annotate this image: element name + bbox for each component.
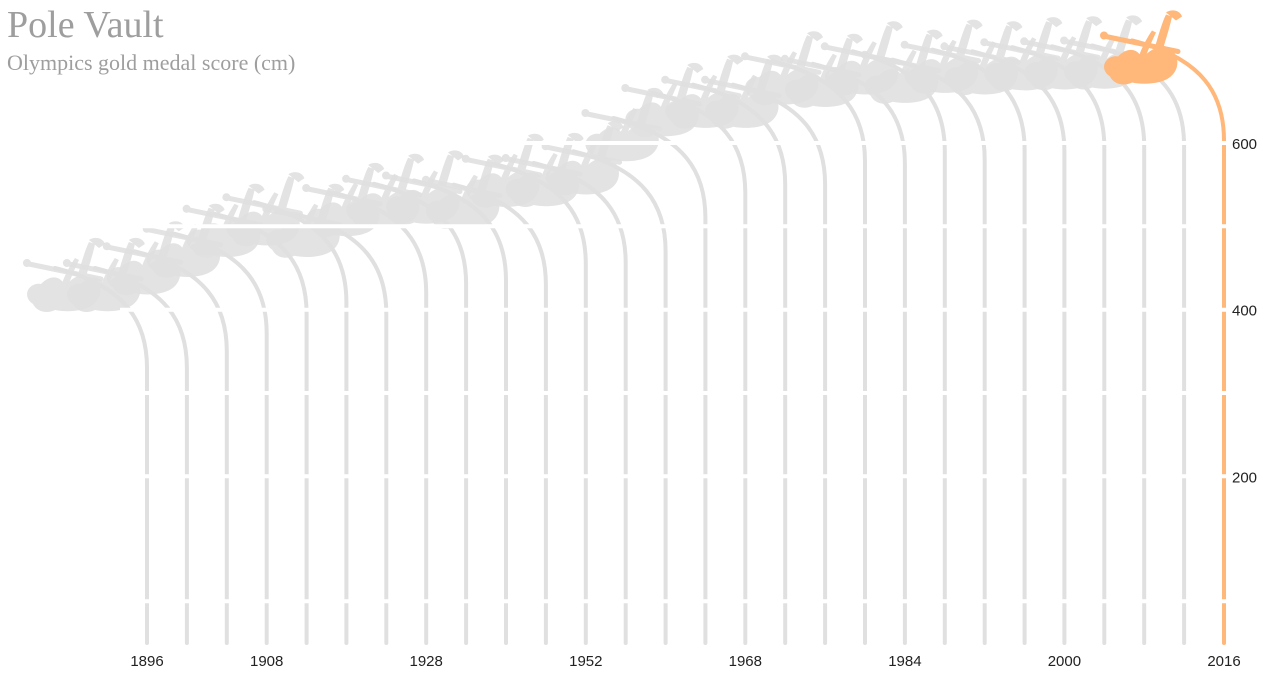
pole xyxy=(53,266,149,645)
gridline-gaps xyxy=(120,141,1230,604)
vaulter-figure xyxy=(1100,10,1182,85)
pole xyxy=(92,266,189,645)
x-tick-label: 1908 xyxy=(250,653,283,670)
x-tick-label: 2016 xyxy=(1207,653,1240,670)
x-tick-label: 1896 xyxy=(130,653,163,670)
y-axis-ticks: 200 400 600 xyxy=(1232,136,1257,486)
chart-subtitle: Olympics gold medal score (cm) xyxy=(7,50,296,75)
x-axis-ticks: 1896 1908 1928 1952 1968 1984 2000 2016 xyxy=(130,653,1240,670)
chart-title: Pole Vault xyxy=(7,4,164,46)
x-tick-label: 1952 xyxy=(569,653,602,670)
x-tick-label: 1928 xyxy=(410,653,443,670)
y-tick-label: 400 xyxy=(1232,303,1257,320)
x-tick-label: 2000 xyxy=(1048,653,1081,670)
y-tick-label: 600 xyxy=(1232,136,1257,153)
vaulters-layer xyxy=(23,10,1182,312)
y-tick-label: 200 xyxy=(1232,469,1257,486)
x-tick-label: 1984 xyxy=(888,653,921,670)
x-tick-label: 1968 xyxy=(729,653,762,670)
